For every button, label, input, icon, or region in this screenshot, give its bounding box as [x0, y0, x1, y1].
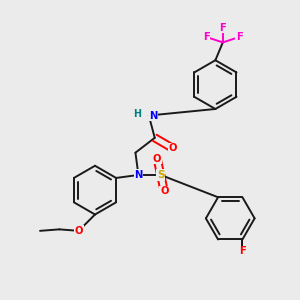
Text: O: O	[160, 186, 169, 196]
Text: O: O	[153, 154, 161, 164]
Text: O: O	[168, 143, 177, 153]
Text: S: S	[157, 170, 164, 180]
Text: O: O	[74, 226, 83, 236]
Text: F: F	[219, 22, 226, 32]
Text: N: N	[134, 170, 142, 180]
Text: F: F	[203, 32, 210, 42]
Text: F: F	[239, 246, 246, 256]
Text: H: H	[134, 109, 142, 119]
Text: F: F	[236, 32, 242, 42]
Text: N: N	[149, 110, 158, 121]
